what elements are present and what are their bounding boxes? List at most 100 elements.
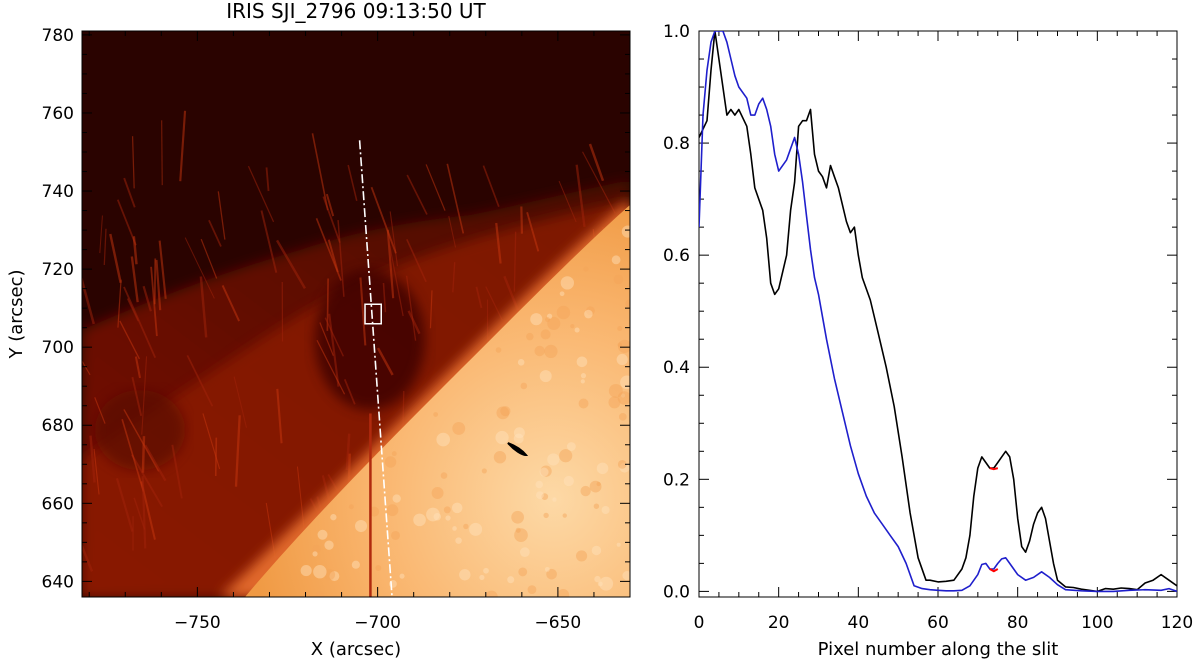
granule bbox=[567, 442, 576, 451]
y-tick-label: 700 bbox=[42, 338, 74, 358]
granule bbox=[385, 456, 396, 467]
granule bbox=[617, 354, 628, 365]
spicule-streak bbox=[143, 436, 144, 473]
granule bbox=[436, 433, 450, 447]
granule bbox=[518, 567, 527, 576]
granule bbox=[528, 585, 537, 594]
granule bbox=[452, 422, 465, 435]
granule bbox=[584, 310, 593, 319]
granule bbox=[452, 503, 463, 514]
granule bbox=[432, 487, 444, 499]
granule bbox=[520, 547, 530, 557]
granule bbox=[590, 481, 602, 493]
granule bbox=[543, 513, 548, 518]
granule bbox=[469, 523, 482, 536]
image-x-axis-label: X (arcsec) bbox=[311, 639, 401, 660]
granule bbox=[561, 276, 574, 289]
x-tick-label: 40 bbox=[848, 613, 870, 633]
granule bbox=[545, 317, 550, 322]
granule bbox=[301, 565, 312, 576]
granule bbox=[386, 504, 398, 516]
granule bbox=[602, 506, 610, 514]
granule bbox=[511, 511, 524, 524]
granule bbox=[392, 451, 397, 456]
granule bbox=[516, 528, 521, 533]
granule bbox=[594, 504, 599, 509]
granule bbox=[536, 481, 544, 489]
granule bbox=[355, 520, 367, 532]
granule bbox=[495, 431, 508, 444]
granule bbox=[496, 347, 502, 353]
granule bbox=[393, 494, 401, 502]
x-tick-label: −650 bbox=[535, 613, 582, 633]
granule bbox=[313, 565, 326, 578]
spicule-streak bbox=[521, 207, 522, 234]
y-tick-label: 0.6 bbox=[663, 246, 690, 266]
granule bbox=[581, 379, 585, 383]
granule bbox=[441, 472, 448, 479]
granule bbox=[452, 526, 457, 531]
x-tick-label: 80 bbox=[1007, 613, 1029, 633]
granule bbox=[330, 514, 336, 520]
granule bbox=[455, 537, 462, 544]
y-tick-label: 1.0 bbox=[663, 22, 690, 42]
granule bbox=[463, 524, 468, 529]
image-title: IRIS SJI_2796 09:13:50 UT bbox=[226, 0, 486, 23]
y-tick-label: 0.0 bbox=[663, 582, 690, 602]
granule bbox=[622, 226, 634, 238]
x-tick-label: 120 bbox=[1161, 613, 1193, 633]
granule bbox=[400, 574, 405, 579]
granule bbox=[617, 543, 621, 547]
dark-loop-region bbox=[95, 390, 185, 470]
y-tick-label: 720 bbox=[42, 260, 74, 280]
granule bbox=[391, 531, 400, 540]
granule bbox=[612, 255, 621, 264]
x-tick-label: −750 bbox=[174, 613, 221, 633]
granule bbox=[518, 359, 525, 366]
granule bbox=[315, 591, 324, 600]
granule bbox=[592, 546, 601, 555]
granule bbox=[544, 345, 557, 358]
granule bbox=[545, 567, 550, 572]
y-tick-label: 780 bbox=[42, 26, 74, 46]
granule bbox=[599, 577, 613, 591]
granule bbox=[514, 434, 524, 444]
granule bbox=[608, 396, 620, 408]
granule bbox=[557, 306, 570, 319]
granule bbox=[577, 356, 588, 367]
granule bbox=[540, 468, 549, 477]
plot-frame bbox=[699, 31, 1177, 597]
granule bbox=[483, 568, 489, 574]
y-tick-label: 680 bbox=[42, 416, 74, 436]
y-tick-label: 0.4 bbox=[663, 358, 690, 378]
granule bbox=[352, 561, 360, 569]
granule bbox=[389, 580, 397, 588]
granule bbox=[324, 541, 333, 550]
granule bbox=[536, 491, 544, 499]
granule bbox=[552, 497, 556, 501]
x-tick-label: −700 bbox=[354, 613, 401, 633]
plot-x-axis-label: Pixel number along the slit bbox=[818, 639, 1059, 660]
spicule-streak bbox=[162, 120, 163, 185]
granule bbox=[444, 506, 451, 513]
granule bbox=[541, 329, 551, 339]
granule bbox=[619, 413, 627, 421]
series-line-3 bbox=[990, 468, 998, 469]
granule bbox=[583, 267, 588, 272]
granule bbox=[521, 383, 528, 390]
y-tick-label: 0.2 bbox=[663, 470, 690, 490]
granule bbox=[433, 412, 438, 417]
x-tick-label: 60 bbox=[927, 613, 949, 633]
granule bbox=[500, 406, 510, 416]
granule bbox=[617, 326, 622, 331]
granule bbox=[609, 384, 623, 398]
granule bbox=[580, 486, 590, 496]
granule bbox=[614, 275, 624, 285]
granule bbox=[557, 589, 569, 601]
granule bbox=[530, 313, 542, 325]
granule bbox=[482, 468, 487, 473]
granule bbox=[618, 343, 622, 347]
granule bbox=[479, 575, 484, 580]
